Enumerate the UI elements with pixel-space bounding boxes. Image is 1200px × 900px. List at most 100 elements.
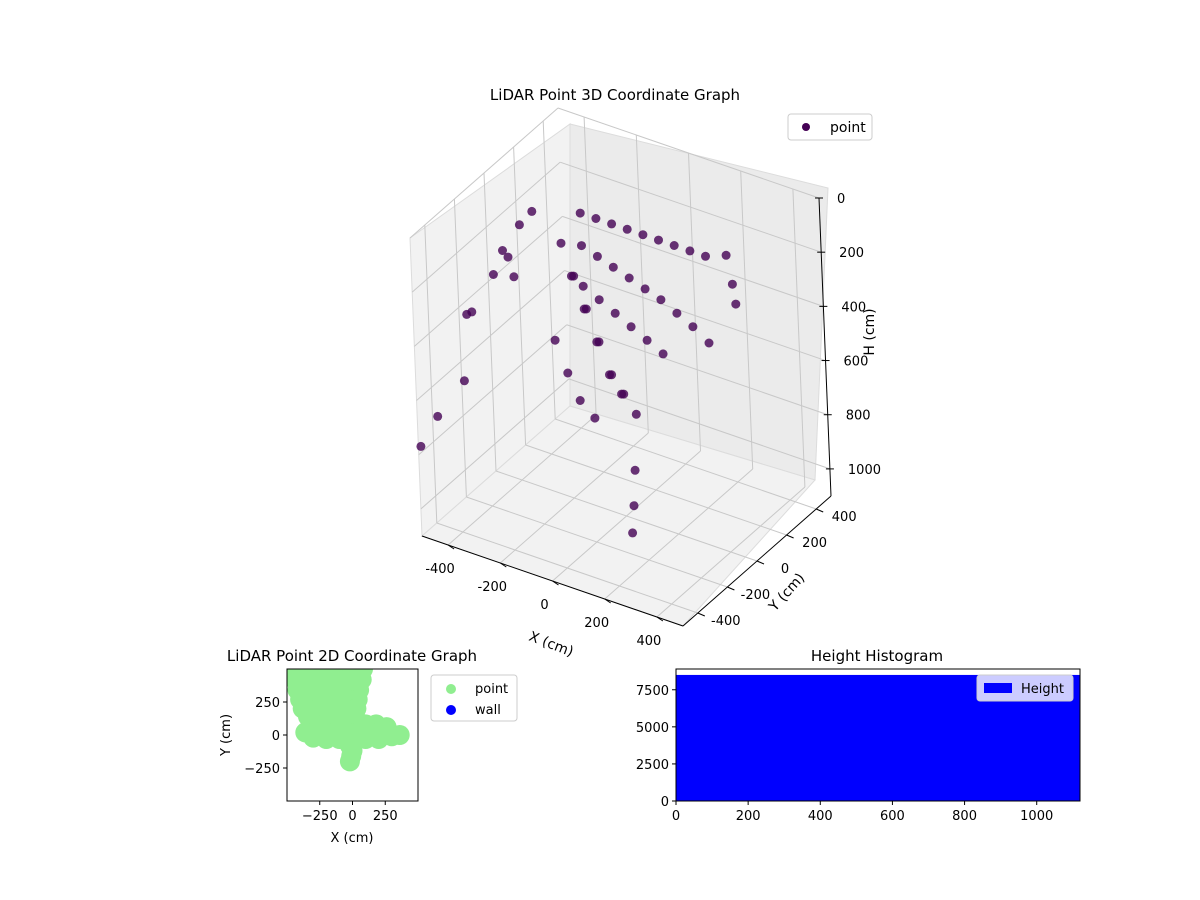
y-tick-3d [697, 612, 705, 617]
grid-z-right [566, 324, 828, 416]
point-3d [563, 368, 573, 378]
point-3d [592, 337, 602, 347]
y-axis-label-3d: Y (cm) [765, 570, 808, 615]
point-3d [624, 273, 634, 283]
point-3d [567, 271, 576, 281]
point-3d [610, 308, 620, 318]
point-3d [631, 409, 641, 419]
grid-z-left [420, 378, 570, 510]
grid-z-right [568, 378, 831, 470]
ticks-2d: −250 0 250 −250 0 250 [244, 696, 397, 824]
histogram-title: Height Histogram [811, 647, 943, 665]
point-3d [701, 251, 710, 261]
grid-y-floor [466, 496, 728, 588]
grid-y-floor [555, 418, 817, 510]
point-3d [416, 441, 426, 451]
point-3d [672, 308, 682, 318]
grid-z-left [411, 161, 561, 293]
grid-y-wall [483, 172, 497, 472]
y-tick-label-histogram: 7500 [636, 684, 669, 699]
grid-y-wall [424, 224, 438, 524]
point-3d [608, 262, 618, 272]
grid-3d [409, 107, 831, 618]
point-3d [459, 376, 469, 386]
legend-histogram-swatch [984, 683, 1012, 693]
z-axis-line-3d [818, 197, 832, 497]
point-2d [339, 751, 360, 772]
x-tick-label-histogram: 600 [880, 809, 905, 824]
x-tick-label-2d: 250 [373, 809, 398, 824]
ticks-histogram: 0 200 400 600 800 1000 0 2500 5000 7500 [636, 684, 1053, 824]
point-3d [638, 230, 648, 240]
point-3d [628, 528, 638, 538]
grid-x-wall [583, 116, 597, 416]
z-tick-label-3d: 400 [841, 300, 866, 315]
y-tick-label-2d: 0 [272, 729, 280, 744]
y-tick-label-3d: 400 [832, 510, 857, 525]
x-tick-label-histogram: 1000 [1020, 809, 1053, 824]
grid-y-floor [495, 470, 758, 562]
point-3d [630, 465, 640, 475]
x-tick-label-2d: 0 [348, 809, 356, 824]
point-3d [704, 338, 714, 348]
legend-2d-label-wall: wall [475, 703, 501, 718]
point-3d [503, 252, 513, 262]
point-3d [556, 238, 566, 248]
legend-2d-marker-point [446, 684, 456, 694]
legend-3d-marker [802, 123, 810, 131]
point-3d [488, 270, 498, 279]
point-3d [669, 241, 679, 250]
legend-3d-label: point [830, 120, 866, 136]
point-3d [688, 322, 698, 332]
point-3d [656, 295, 666, 305]
point-3d [578, 281, 588, 291]
x-tick-label-histogram: 400 [808, 809, 833, 824]
y-tick-3d [786, 534, 794, 539]
z-tick-label-3d: 200 [839, 246, 864, 261]
x-tick-label-3d: -200 [478, 580, 508, 595]
grid-y-wall [513, 146, 527, 446]
legend-2d-marker-wall [446, 705, 456, 715]
x-tick-label-histogram: 800 [952, 809, 977, 824]
z-tick-label-3d: 0 [837, 192, 845, 207]
z-tick-label-3d: 600 [844, 355, 869, 370]
point-3d [591, 214, 601, 223]
x-axis-line-3d [421, 535, 684, 627]
x-tick-label-2d: −250 [302, 809, 338, 824]
x-tick-label-histogram: 200 [736, 809, 761, 824]
point-3d [685, 246, 695, 256]
y-tick-3d [727, 586, 735, 591]
chart-2d-title: LiDAR Point 2D Coordinate Graph [227, 647, 477, 665]
point-3d [509, 272, 519, 282]
legend-3d: point [787, 113, 873, 141]
grid-y-floor [525, 444, 787, 536]
x-tick-label-histogram: 0 [672, 809, 680, 824]
point-3d [550, 335, 560, 345]
axes-3d: -400-2000200400-400-20002004000200400600… [421, 192, 881, 649]
point-3d [607, 219, 617, 229]
point-3d [605, 370, 614, 380]
z-tick-label-3d: 1000 [848, 463, 881, 478]
point-3d [721, 250, 731, 260]
z-tick-label-3d: 800 [846, 409, 871, 424]
point-3d [727, 279, 737, 289]
x-tick-label-3d: 0 [540, 598, 548, 613]
plot-area-histogram [675, 668, 1081, 802]
grid-y-floor [436, 522, 698, 614]
grid-z-right [562, 215, 824, 307]
point-3d [592, 251, 602, 261]
x-tick-label-3d: -400 [425, 562, 455, 577]
point-3d [642, 335, 652, 345]
point-3d [462, 309, 472, 319]
point-3d [498, 246, 507, 255]
y-tick-3d [816, 508, 824, 513]
x-axis-label-2d: X (cm) [331, 831, 374, 846]
point-3d [654, 235, 663, 245]
chart-histogram: Height Histogram 0 200 400 600 800 1000 0 2500 5… [636, 647, 1081, 824]
y-tick-label-3d: 0 [781, 562, 789, 577]
point-3d [579, 304, 589, 314]
grid-z-left [418, 324, 568, 456]
legend-histogram-label: Height [1021, 682, 1064, 697]
x-tick-label-3d: 200 [584, 616, 609, 631]
